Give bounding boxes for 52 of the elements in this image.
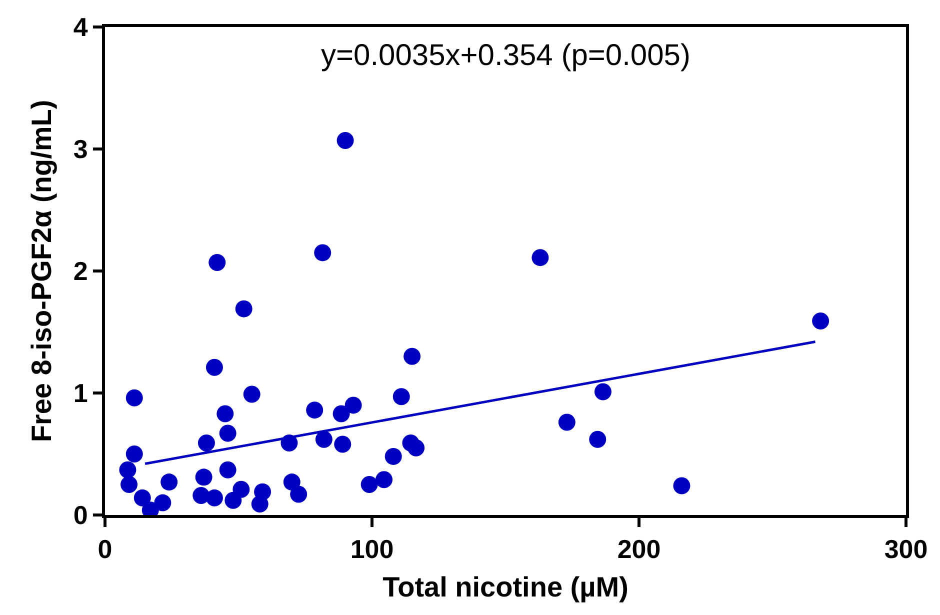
point [206,489,223,506]
point [344,396,362,414]
point [332,405,350,422]
point [126,389,143,406]
point [404,348,421,365]
point [532,249,549,266]
point [594,383,612,400]
x-tick-label: 200 [617,534,661,564]
point [290,486,308,503]
point [195,468,212,486]
point [315,430,332,448]
point [120,476,138,493]
y-tick-label: 2 [73,256,88,286]
point [208,254,226,271]
point [119,461,136,478]
point [392,388,410,406]
point [673,477,690,494]
point [126,446,143,462]
x-tick-label: 300 [884,534,928,564]
annotation: y=0.0035x+0.354 (p=0.005) [321,39,690,72]
point [206,358,223,376]
point [154,494,172,512]
point [134,489,151,506]
point [283,474,300,491]
point [219,424,236,442]
point [384,448,402,465]
y-tick-label: 4 [73,12,88,42]
point [558,414,576,431]
point [334,436,352,453]
point [232,480,250,498]
point [243,386,260,403]
point [160,474,178,491]
point [408,439,425,456]
point [198,434,215,452]
point [235,300,252,318]
x-tick-label: 100 [350,534,394,564]
x-tick-label: 0 [98,534,112,564]
point [251,496,268,513]
point [314,244,332,262]
y-axis-title: Free 8-iso-PGF2α (ng/mL) [26,100,58,442]
point [216,405,234,422]
point [589,430,606,448]
y-tick-label: 3 [73,134,88,164]
point [360,476,378,493]
point [219,461,236,478]
y-tick-label: 1 [73,378,88,408]
x-axis-title: Total nicotine (µM) [382,571,628,602]
point [812,312,830,330]
point [376,471,393,488]
point [336,132,354,149]
point [306,402,324,419]
y-tick-label: 0 [73,500,88,530]
